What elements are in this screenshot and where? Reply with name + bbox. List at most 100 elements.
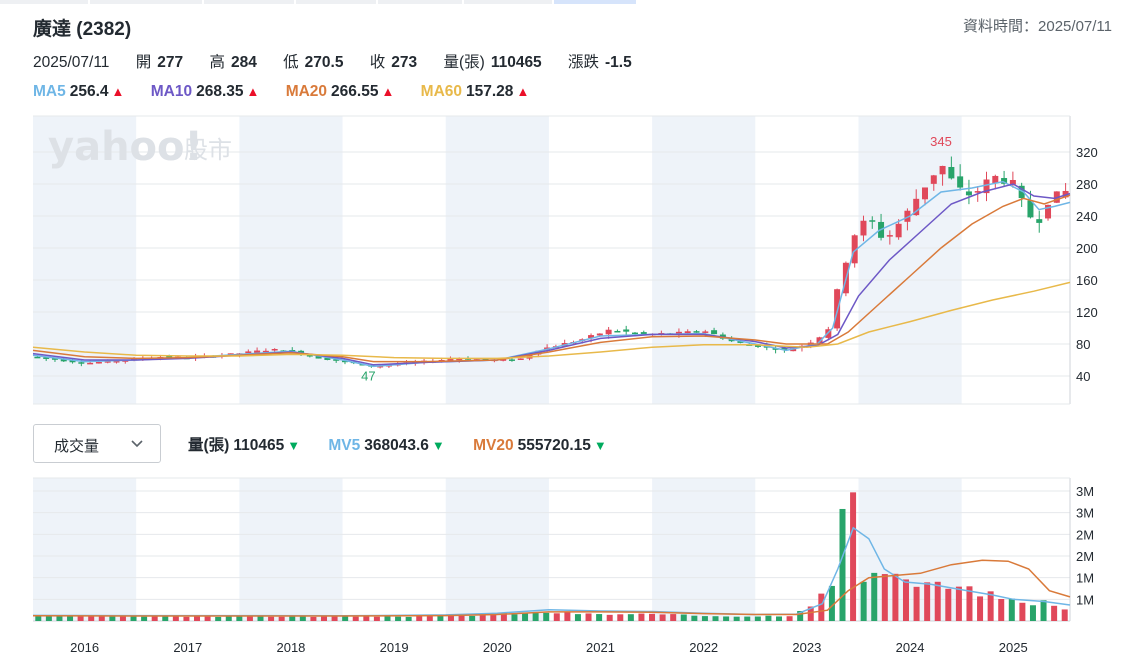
candle-body bbox=[254, 350, 261, 353]
candle-body bbox=[930, 175, 937, 184]
ma10-name: MA10 bbox=[150, 83, 193, 100]
candle-body bbox=[693, 331, 700, 333]
volume-y-tick: 1M bbox=[1076, 571, 1094, 586]
volume-bar bbox=[416, 615, 423, 621]
vol-name: 量(張) bbox=[188, 437, 230, 454]
volume-bar bbox=[945, 588, 952, 621]
volume-bar bbox=[585, 613, 592, 621]
candle-body bbox=[1027, 200, 1034, 218]
candle-body bbox=[948, 166, 955, 179]
volume-bar bbox=[649, 613, 656, 621]
year-band bbox=[33, 478, 137, 621]
candle-body bbox=[974, 191, 981, 193]
candle-body bbox=[939, 165, 946, 175]
candle-body bbox=[69, 360, 76, 363]
high-label: 高 bbox=[209, 54, 225, 71]
candle-body bbox=[631, 332, 638, 335]
low-label: 低 bbox=[283, 54, 299, 71]
year-band bbox=[858, 116, 962, 404]
tab-segment[interactable] bbox=[204, 0, 294, 4]
price-y-tick: 280 bbox=[1076, 177, 1098, 192]
mv5-value: 368043.6 bbox=[364, 437, 429, 454]
candle-body bbox=[957, 176, 964, 188]
candle-body bbox=[500, 359, 507, 361]
tab-segment[interactable] bbox=[90, 0, 202, 4]
volume-value: 110465 bbox=[490, 54, 542, 71]
volume-bar bbox=[765, 615, 772, 621]
tab-segment[interactable] bbox=[378, 0, 462, 4]
volume-y-tick: 2M bbox=[1076, 527, 1094, 542]
candle-body bbox=[1036, 219, 1043, 223]
volume-bar bbox=[162, 615, 169, 621]
candle-body bbox=[992, 175, 999, 184]
year-band bbox=[239, 116, 343, 404]
volume-bar bbox=[754, 616, 761, 621]
x-tick: 2025 bbox=[999, 640, 1028, 655]
mv20-value: 555720.15 bbox=[517, 437, 591, 454]
tab-segment[interactable] bbox=[0, 0, 88, 4]
mv20-legend: MV20 555720.15 ▼ bbox=[473, 437, 607, 455]
ma-legend: MA5 256.4 ▲ MA10 268.35 ▲ MA20 266.55 ▲ MA60 15… bbox=[33, 83, 551, 101]
volume-bar bbox=[320, 615, 327, 621]
candle-body bbox=[781, 348, 788, 350]
volume-bar bbox=[98, 616, 105, 621]
volume-bar bbox=[924, 582, 931, 621]
volume-bar bbox=[850, 492, 857, 621]
volume-bar bbox=[109, 615, 116, 621]
volume-bar bbox=[606, 614, 613, 621]
candle-body bbox=[983, 179, 990, 194]
candle-body bbox=[860, 220, 867, 236]
volume-bar bbox=[913, 586, 920, 621]
candle-body bbox=[588, 335, 595, 339]
x-tick: 2022 bbox=[689, 640, 718, 655]
volume-bar bbox=[543, 612, 550, 621]
tab-segment[interactable] bbox=[296, 0, 376, 4]
volume-bar bbox=[88, 615, 95, 621]
volume-y-tick: 3M bbox=[1076, 506, 1094, 521]
volume-bar bbox=[130, 615, 137, 621]
price-y-tick: 320 bbox=[1076, 145, 1098, 160]
x-tick: 2020 bbox=[483, 640, 512, 655]
indicator-dropdown[interactable]: 成交量 bbox=[33, 424, 161, 463]
change-label: 漲跌 bbox=[568, 54, 600, 71]
mv5-name: MV5 bbox=[328, 437, 361, 454]
volume-legend: 量(張) 110465 ▼ MV5 368043.6 ▼ MV20 555720.15 ▼ bbox=[188, 433, 631, 455]
volume-bar bbox=[553, 613, 560, 621]
volume-bar bbox=[373, 616, 380, 621]
ma10-value: 268.35 bbox=[196, 83, 244, 100]
price-y-tick: 160 bbox=[1076, 273, 1098, 288]
candle-body bbox=[965, 191, 972, 196]
x-tick: 2019 bbox=[380, 640, 409, 655]
volume-bar bbox=[384, 616, 391, 621]
volume-bar bbox=[236, 616, 243, 621]
volume-bar bbox=[987, 591, 994, 621]
candle-body bbox=[1045, 204, 1052, 219]
volume-bar bbox=[447, 615, 454, 621]
vol-legend: 量(張) 110465 ▼ bbox=[188, 433, 300, 455]
ohlc-summary: 2025/07/11 開 277 高 284 低 270.5 收 273 量(張) 110… bbox=[33, 50, 654, 72]
mv20-line bbox=[32, 559, 1071, 617]
volume-bar bbox=[268, 616, 275, 621]
volume-y-tick: 2M bbox=[1076, 549, 1094, 564]
down-triangle-icon: ▼ bbox=[431, 438, 445, 453]
candle-body bbox=[640, 332, 647, 335]
volume-bar bbox=[426, 616, 433, 621]
volume-bar bbox=[490, 614, 497, 621]
volume-bar bbox=[511, 614, 518, 621]
candle-body bbox=[166, 356, 173, 358]
volume-bar bbox=[67, 615, 74, 621]
price-annotation: 47 bbox=[361, 368, 375, 383]
candle-body bbox=[113, 361, 120, 363]
ma20-name: MA20 bbox=[285, 83, 328, 100]
volume-bar bbox=[627, 614, 634, 621]
tab-segment[interactable] bbox=[464, 0, 552, 4]
year-band bbox=[239, 478, 343, 621]
candle-body bbox=[78, 362, 85, 364]
ma60-line bbox=[32, 281, 1071, 360]
volume-bar bbox=[860, 581, 867, 621]
volume-bar bbox=[902, 579, 909, 621]
candle-body bbox=[482, 358, 489, 360]
tab-segment-active[interactable] bbox=[554, 0, 636, 4]
close-label: 收 bbox=[369, 54, 386, 71]
